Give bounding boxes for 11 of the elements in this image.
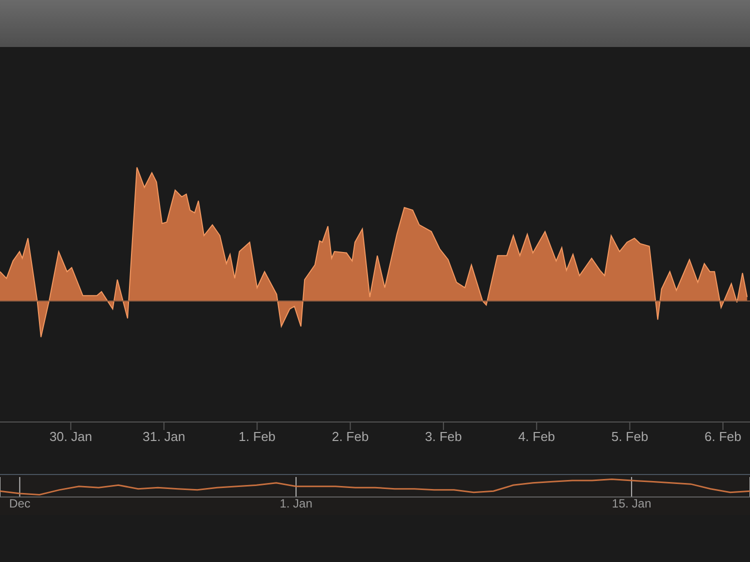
x-tick-label: 2. Feb <box>332 429 369 444</box>
x-tick-label: 3. Feb <box>425 429 462 444</box>
x-tick-label: 1. Jan <box>280 496 312 511</box>
x-tick-label: 6. Feb <box>704 429 742 444</box>
x-tick-label: Dec <box>9 496 30 511</box>
x-tick-label: 1. Feb <box>238 429 276 444</box>
x-tick-label: 30. Jan <box>49 429 92 444</box>
x-tick-label: 15. Jan <box>612 496 652 511</box>
x-tick-label: 31. Jan <box>142 429 186 444</box>
x-tick-label: 4. Feb <box>518 429 556 444</box>
x-tick-label: 5. Feb <box>611 429 648 444</box>
